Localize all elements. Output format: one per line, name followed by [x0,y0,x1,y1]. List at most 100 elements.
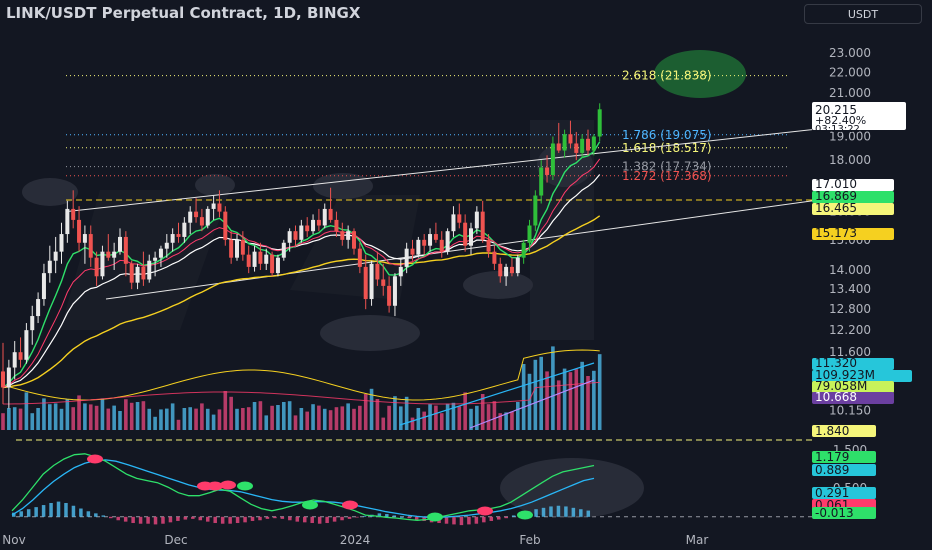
volume-bar [580,361,584,430]
volume-bar [463,392,467,430]
candle-body [270,254,275,274]
candle-body [129,263,134,283]
volume-bar [445,403,450,430]
oscillator-histogram-bar [549,506,553,517]
oscillator-histogram-bar [138,516,143,524]
candle-body [469,228,473,246]
candle-body [591,136,596,151]
candle-body [1,371,5,388]
candle-body [480,211,485,240]
candle-body [94,257,99,277]
oscillator-histogram-bar [109,516,113,519]
volume-bar [217,409,222,430]
volume-bar [334,407,339,430]
fib-level-label: 1.618 (18.517) [622,141,712,155]
volume-tag-b: 109.923M [815,368,875,382]
oscillator-histogram-bar [123,516,128,522]
volume-bar [77,395,81,430]
oscillator-tag: 0.291 [815,486,849,500]
oscillator-histogram-bar [206,516,210,522]
oscillator-histogram-bar [131,516,135,524]
candle-body [188,211,193,223]
volume-bar [504,412,508,430]
candle-body [521,242,526,258]
volume-bar [241,408,245,430]
candle-body [451,214,456,232]
volume-bar [252,402,257,430]
volume-ma-line [2,381,600,405]
oscillator-histogram-bar [71,505,76,517]
volume-bar [451,402,456,430]
volume-bar [112,405,116,430]
volume-bar [235,408,239,430]
oscillator-histogram-bar [362,516,367,517]
oscillator-histogram-bar [79,508,83,517]
volume-tag-a-bg [812,358,894,370]
oscillator-histogram-bar [198,516,203,521]
volume-bar [539,356,543,430]
candle-body [194,211,199,218]
volume-bar [18,408,23,430]
oscillator-histogram-bar [385,514,389,517]
candle-body [141,266,146,280]
trendline-tag: 15.173 [815,226,857,240]
volume-bar [328,410,333,430]
volume-bar [36,408,40,430]
candle-body [106,251,111,258]
projection-range [530,120,594,340]
candle-body [316,219,321,226]
candle-body [311,219,316,232]
candle-body [47,260,52,274]
volume-trendline [399,362,595,426]
volume-bar [428,404,432,430]
oscillator-histogram-bar [325,516,329,524]
candle-body [375,263,380,280]
chart-title: LINK/USDT Perpetual Contract, 1D, BINGX [6,4,361,22]
oscillator-histogram-bar [541,507,546,517]
price-tick-label: 19.000 [829,130,871,144]
volume-bar [305,411,309,430]
volume-bar [30,413,35,430]
volume-bar [176,419,181,430]
candle-body [258,251,263,264]
ma-mid-tag: 16.869 [815,189,857,203]
price-tick-label: 10.150 [829,404,871,418]
volume-bar [182,408,187,430]
volume-bar [229,396,233,430]
candle-body [41,273,46,300]
candle-body [416,239,421,255]
candle-body [363,266,368,300]
volume-bar [276,405,280,430]
candle-body [492,251,497,264]
oscillator-histogram-bar [273,516,277,519]
candle-body [539,167,544,196]
candle-body [428,234,433,246]
oscillator-tag-bg [812,507,876,519]
candle-body [281,242,286,258]
volume-bar [363,394,368,430]
volume-bar [159,409,163,430]
price-tick-label: 21.000 [829,86,871,100]
volume-bar [100,398,105,430]
price-tick-label: 14.000 [829,263,871,277]
volume-bar [282,402,286,430]
bar-countdown: 03:13:22 [815,124,860,135]
candle-body [387,285,392,306]
price-tick-label: 13.400 [829,282,871,296]
oscillator-histogram-bar [303,516,307,523]
price-change: +82.40% [815,114,866,127]
volume-bar [369,388,374,430]
candle-body [158,248,163,258]
candle-body [82,234,87,243]
oscillator-tag: 1.840 [815,424,849,438]
volume-bar [434,405,438,430]
volume-bar [264,415,269,430]
volume-bar [516,402,520,430]
oscillator-histogram-bar [153,516,158,525]
candle-body [205,208,210,226]
candle-body [404,248,409,267]
channel-upper-line [65,129,813,213]
currency-button[interactable]: USDT [804,4,922,24]
time-axis-label: Feb [519,533,540,547]
